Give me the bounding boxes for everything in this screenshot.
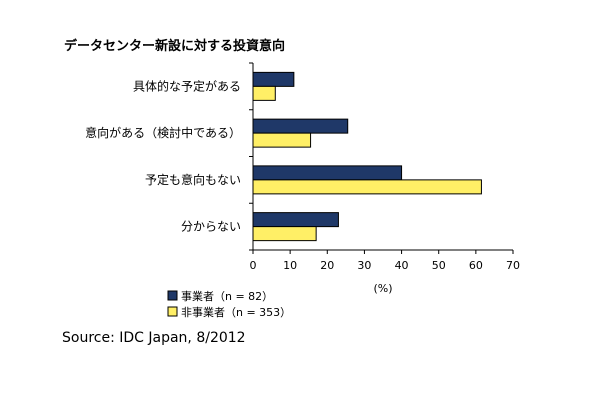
legend-label-non-operator: 非事業者（n = 353）: [181, 306, 291, 319]
bar-non-operator-1: [252, 132, 312, 148]
x-tick-label: 0: [250, 259, 257, 272]
x-axis-label: (%): [373, 282, 392, 295]
category-label: 分からない: [181, 220, 241, 234]
x-tick-label: 10: [283, 259, 297, 272]
bar-operator-3: [252, 212, 339, 228]
chart-title: データセンター新設に対する投資意向: [64, 38, 285, 54]
bar-operator-2: [252, 165, 403, 181]
category-label: 具体的な予定がある: [133, 78, 241, 93]
bar-non-operator-2: [252, 179, 482, 195]
source-note: Source: IDC Japan, 8/2012: [62, 330, 246, 346]
x-tick-label: 30: [357, 259, 371, 272]
category-label: 意向がある（検討中である）: [85, 125, 241, 140]
legend-label-operator: 事業者（n = 82）: [181, 290, 273, 303]
bar-non-operator-0: [252, 85, 276, 101]
bar-operator-1: [252, 118, 349, 134]
bar-non-operator-3: [252, 226, 317, 242]
x-tick-label: 60: [469, 259, 483, 272]
bar-operator-0: [252, 71, 295, 87]
legend-swatch-operator: [167, 290, 178, 301]
legend: 事業者（n = 82） 非事業者（n = 353）: [167, 290, 291, 319]
x-tick-label: 50: [432, 259, 446, 272]
x-tick-label: 70: [506, 259, 520, 272]
legend-swatch-non-operator: [167, 306, 178, 317]
category-label: 予定も意向もない: [145, 172, 241, 187]
x-tick-label: 20: [320, 259, 334, 272]
x-tick-label: 40: [395, 259, 409, 272]
